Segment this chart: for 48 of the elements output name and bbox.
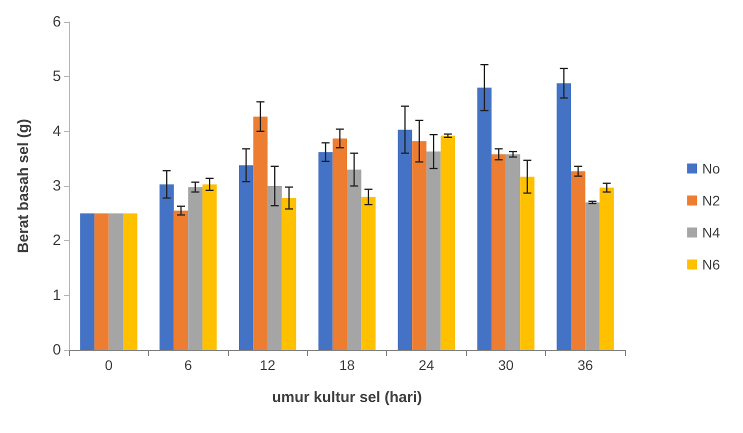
bar <box>318 152 333 350</box>
bar <box>412 141 426 350</box>
bar <box>238 165 254 350</box>
x-tick-label: 6 <box>184 357 192 373</box>
y-tick-label: 2 <box>52 232 61 250</box>
bar <box>80 213 94 350</box>
bar <box>347 170 362 350</box>
bar <box>585 202 600 350</box>
x-tick-label: 0 <box>104 357 113 373</box>
bar <box>398 130 412 350</box>
bar <box>123 213 138 350</box>
bar <box>361 196 376 350</box>
y-axis-title: Berat basah sel (g) <box>15 118 32 254</box>
legend-label: N2 <box>702 192 720 208</box>
x-tick-label: 18 <box>339 357 355 373</box>
bar <box>506 154 520 350</box>
y-tick-label: 1 <box>52 286 61 304</box>
bar <box>268 186 282 350</box>
y-tick-label: 6 <box>52 14 61 30</box>
bar <box>520 176 534 350</box>
x-axis-title: umur kultur sel (hari) <box>272 389 422 406</box>
bar <box>94 213 109 350</box>
x-tick-label: 30 <box>498 357 514 373</box>
x-tick-label: 36 <box>577 357 594 373</box>
bar <box>108 213 124 350</box>
y-tick-label: 0 <box>52 342 61 358</box>
x-tick-label: 24 <box>418 357 434 373</box>
bar <box>188 187 202 350</box>
bar <box>556 83 571 350</box>
y-tick-label: 3 <box>52 178 61 194</box>
legend-label: No <box>702 160 720 176</box>
bar <box>492 154 506 350</box>
bar <box>426 152 441 350</box>
y-tick-label: 4 <box>52 122 61 140</box>
bar <box>282 198 296 350</box>
x-tick-label: 12 <box>260 357 276 373</box>
bar <box>332 138 347 350</box>
bar <box>600 188 614 350</box>
legend-label: N6 <box>702 256 720 272</box>
bar <box>440 136 456 350</box>
bar <box>477 88 492 350</box>
legend-label: N4 <box>702 224 720 240</box>
bar <box>160 184 174 350</box>
bar <box>174 210 188 350</box>
y-tick-label: 5 <box>52 68 61 86</box>
bar <box>253 116 268 350</box>
bar <box>570 171 586 350</box>
bar <box>202 184 217 350</box>
